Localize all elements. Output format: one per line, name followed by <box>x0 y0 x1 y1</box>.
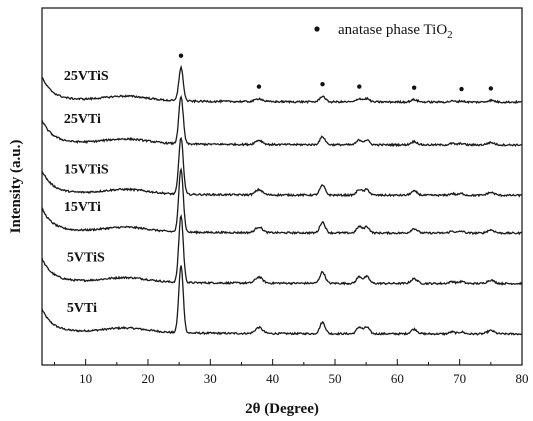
series-label-15VTiS: 15VTiS <box>64 162 109 177</box>
trace-15VTiS <box>41 136 522 198</box>
trace-25VTiS <box>41 64 522 105</box>
peak-marker <box>488 86 494 91</box>
x-axis-title: 2θ (Degree) <box>245 401 319 417</box>
x-tick-label: 10 <box>79 371 92 386</box>
peak-marker <box>411 85 417 90</box>
series-labels: 5VTi 5VTiS 15VTi 15VTiS 25VTi 25VTiS <box>64 69 109 316</box>
x-tick-label: 80 <box>516 371 529 386</box>
legend-marker-dot <box>314 26 320 32</box>
legend-label: anatase phase TiO2 <box>338 22 453 41</box>
x-tick-label: 60 <box>391 371 404 386</box>
xrd-traces <box>41 64 523 336</box>
plot-frame <box>41 7 523 366</box>
series-label-15VTi: 15VTi <box>64 200 101 215</box>
peak-marker <box>178 53 184 58</box>
legend: anatase phase TiO2 <box>314 22 453 41</box>
x-tick-label: 70 <box>453 371 466 386</box>
trace-5VTi <box>41 265 522 336</box>
peak-marker <box>357 84 362 89</box>
peak-marker <box>459 86 464 92</box>
series-label-5VTi: 5VTi <box>67 301 97 316</box>
plot-border <box>41 7 523 366</box>
x-tick-label: 40 <box>266 371 279 386</box>
x-tick-label: 50 <box>328 371 341 386</box>
x-tick-label: 30 <box>204 371 217 386</box>
series-label-25VTiS: 25VTiS <box>64 69 109 84</box>
legend-label-main: anatase phase TiO <box>338 22 447 38</box>
legend-label-subscript: 2 <box>447 29 453 41</box>
trace-25VTi <box>41 94 522 148</box>
x-tick-label: 20 <box>141 371 154 386</box>
trace-5VTiS <box>41 214 523 286</box>
peak-marker <box>256 84 262 89</box>
y-axis-title: Intensity (a.u.) <box>8 140 24 234</box>
series-label-5VTiS: 5VTiS <box>67 251 105 266</box>
peak-marker <box>320 81 325 87</box>
series-label-25VTi: 25VTi <box>64 112 101 127</box>
peak-markers <box>178 53 494 92</box>
trace-15VTi <box>41 167 522 236</box>
x-axis-ticks: 10 20 30 40 50 60 70 80 <box>53 359 529 386</box>
